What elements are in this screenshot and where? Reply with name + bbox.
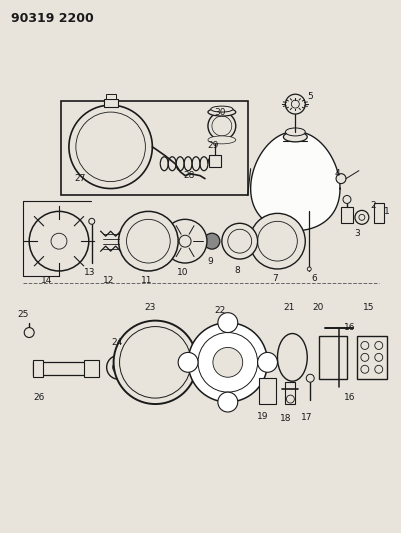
Bar	[33, 360, 43, 377]
Text: 8: 8	[235, 266, 241, 276]
Text: 27: 27	[74, 174, 85, 183]
Polygon shape	[251, 132, 340, 231]
Circle shape	[218, 313, 238, 333]
Circle shape	[222, 223, 257, 259]
Circle shape	[204, 233, 220, 249]
Circle shape	[375, 353, 383, 361]
Circle shape	[107, 356, 130, 379]
Text: 24: 24	[111, 338, 122, 347]
Text: 6: 6	[311, 274, 317, 284]
Text: 10: 10	[177, 269, 189, 278]
Circle shape	[375, 365, 383, 373]
Ellipse shape	[286, 128, 305, 136]
Ellipse shape	[208, 136, 236, 144]
Circle shape	[286, 395, 294, 403]
Text: 18: 18	[279, 415, 291, 423]
Bar	[209, 155, 221, 167]
Text: 90319 2200: 90319 2200	[11, 12, 94, 25]
Bar	[105, 94, 115, 99]
Text: 21: 21	[284, 303, 295, 312]
Bar	[286, 382, 296, 404]
Text: 17: 17	[300, 414, 312, 423]
Text: 23: 23	[145, 303, 156, 312]
Ellipse shape	[211, 106, 233, 112]
Circle shape	[250, 213, 305, 269]
Circle shape	[113, 321, 197, 404]
Bar	[319, 335, 347, 379]
Circle shape	[306, 374, 314, 382]
Text: 5: 5	[307, 92, 313, 101]
Bar	[33, 362, 93, 375]
Text: 26: 26	[33, 393, 45, 401]
Circle shape	[178, 352, 198, 372]
Circle shape	[213, 348, 243, 377]
Text: 7: 7	[273, 274, 278, 284]
Text: 9: 9	[207, 256, 213, 265]
Circle shape	[29, 212, 89, 271]
Circle shape	[119, 212, 178, 271]
Text: 20: 20	[312, 303, 324, 312]
Circle shape	[208, 112, 236, 140]
Bar	[84, 360, 99, 377]
Text: 22: 22	[214, 306, 225, 315]
Text: 1: 1	[384, 207, 389, 216]
Circle shape	[336, 174, 346, 183]
Circle shape	[375, 342, 383, 350]
Text: 30: 30	[214, 108, 225, 117]
Circle shape	[89, 219, 95, 224]
Text: 28: 28	[183, 171, 194, 180]
Text: 16: 16	[344, 393, 356, 401]
Circle shape	[361, 353, 369, 361]
Text: 13: 13	[84, 269, 95, 278]
Circle shape	[218, 392, 238, 412]
Circle shape	[355, 211, 369, 224]
Text: 16: 16	[344, 323, 356, 332]
Ellipse shape	[208, 108, 236, 116]
Circle shape	[307, 267, 311, 271]
Bar	[374, 204, 384, 223]
Circle shape	[361, 365, 369, 373]
Bar	[259, 378, 276, 404]
Text: 14: 14	[41, 277, 53, 285]
Circle shape	[51, 233, 67, 249]
Text: 2: 2	[371, 201, 377, 210]
Text: 4: 4	[334, 169, 340, 178]
Text: 19: 19	[257, 413, 268, 422]
Text: 15: 15	[363, 303, 375, 312]
Text: 3: 3	[354, 229, 360, 238]
Bar	[341, 207, 353, 223]
Circle shape	[179, 235, 191, 247]
Circle shape	[188, 322, 267, 402]
Circle shape	[257, 352, 277, 372]
Text: 29: 29	[207, 141, 218, 150]
Circle shape	[163, 219, 207, 263]
Circle shape	[361, 342, 369, 350]
Bar	[104, 99, 117, 107]
Ellipse shape	[277, 334, 307, 381]
Bar	[357, 335, 387, 379]
Ellipse shape	[284, 132, 307, 142]
Circle shape	[24, 328, 34, 337]
Bar	[61, 101, 248, 196]
Text: 11: 11	[141, 277, 152, 285]
Circle shape	[343, 196, 351, 204]
Text: 25: 25	[18, 310, 29, 319]
Text: 12: 12	[103, 277, 114, 285]
Circle shape	[292, 100, 299, 108]
